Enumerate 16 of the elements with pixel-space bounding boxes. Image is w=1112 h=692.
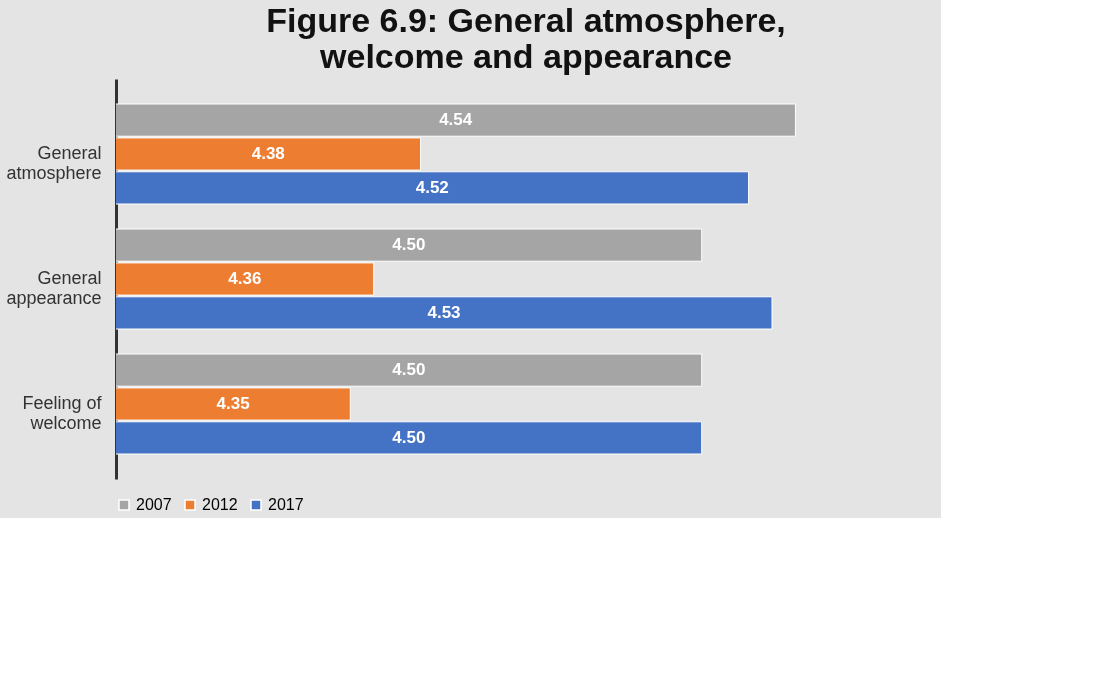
data-label: 4.50 (392, 427, 426, 447)
chart-title: Figure 6.9: General atmosphere, welcome and appearance (266, 1, 786, 75)
y-tick-label: Feeling of welcome (22, 393, 103, 433)
data-label: 4.38 (251, 144, 285, 163)
data-label: 4.52 (415, 177, 449, 197)
y-tick-label: General atmosphere (6, 143, 102, 183)
data-label: 4.50 (392, 235, 426, 255)
data-label: 4.54 (439, 110, 473, 130)
y-tick-label: General appearance (6, 268, 102, 308)
legend-label: 2007 (136, 496, 172, 513)
data-label: 4.50 (392, 360, 426, 380)
data-label: 4.36 (228, 269, 262, 288)
legend-label: 2012 (202, 496, 238, 513)
legend-label: 2017 (268, 496, 304, 513)
data-label: 4.35 (216, 394, 250, 413)
data-label: 4.53 (427, 302, 461, 322)
